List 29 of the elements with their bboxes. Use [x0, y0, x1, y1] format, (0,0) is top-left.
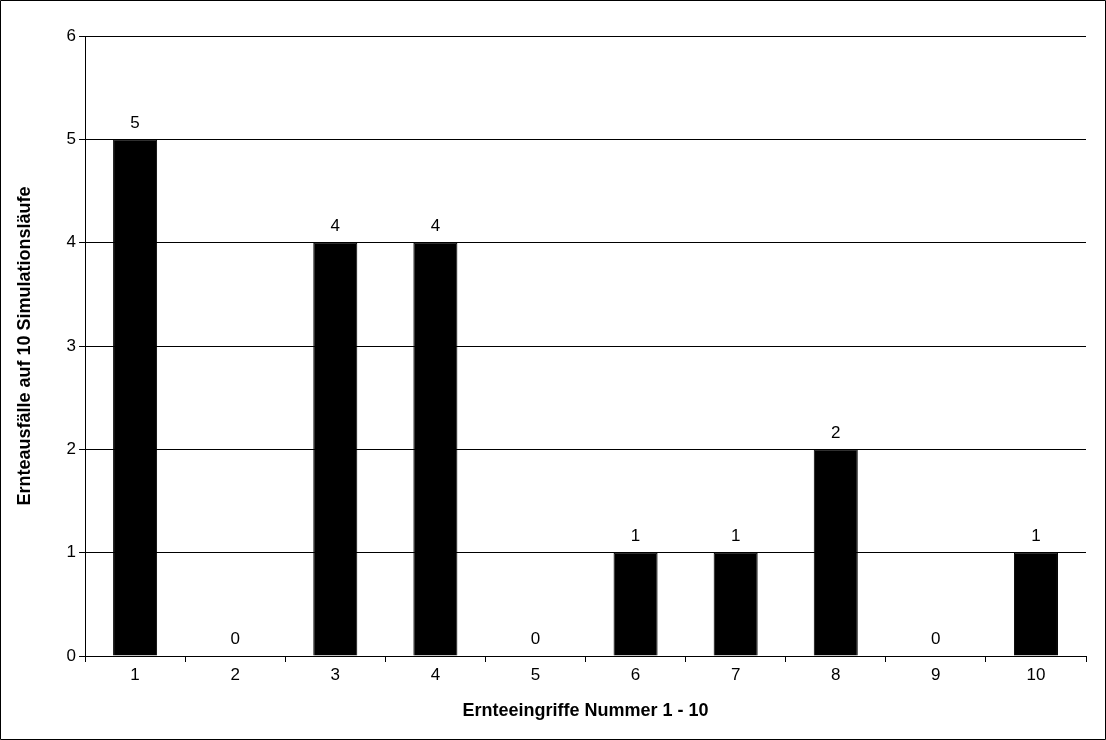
x-tick-label: 6: [630, 664, 641, 684]
x-tick-label: 3: [330, 664, 341, 684]
x-tick-label: 9: [931, 664, 941, 684]
x-tick-label: 5: [530, 664, 541, 684]
data-label: 4: [430, 215, 441, 235]
x-tick-label: 10: [1026, 664, 1046, 684]
data-label: 1: [1031, 525, 1041, 545]
y-tick-label: 4: [66, 232, 77, 252]
y-tick-label: 2: [66, 439, 77, 459]
data-label: 0: [530, 629, 541, 649]
x-tick-label: 4: [430, 664, 441, 684]
data-label: 1: [730, 525, 741, 545]
y-tick-label: 3: [66, 335, 77, 355]
y-tick-label: 5: [66, 129, 77, 149]
data-label: 0: [230, 629, 240, 649]
x-tick-label: 8: [831, 664, 841, 684]
y-tick-label: 1: [66, 542, 77, 562]
data-label: 0: [931, 629, 941, 649]
data-label: 1: [630, 525, 641, 545]
x-tick-label: 2: [230, 664, 240, 684]
y-tick-label: 6: [66, 25, 77, 45]
data-label: 4: [330, 215, 341, 235]
data-label: 2: [831, 422, 841, 442]
x-tick-label: 7: [730, 664, 741, 684]
data-label: 5: [130, 112, 140, 132]
y-axis-title: Ernteausfälle auf 10 Simulationsläufe: [13, 186, 34, 506]
y-tick-label: 0: [66, 645, 77, 665]
x-axis-title: Ernteeingriffe Nummer 1 - 10: [462, 700, 709, 721]
x-tick-label: 1: [130, 664, 140, 684]
